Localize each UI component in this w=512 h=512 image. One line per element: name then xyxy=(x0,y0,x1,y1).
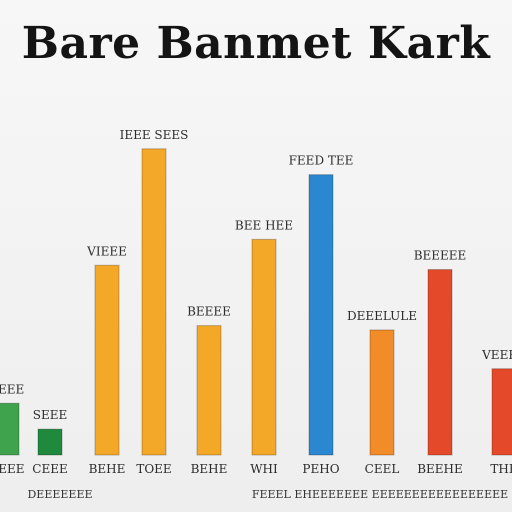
x-axis-label: DEEEEEEE xyxy=(27,488,92,501)
chart-title: Bare Banmet Kark xyxy=(21,18,491,69)
bar-4 xyxy=(196,325,222,456)
bar-9 xyxy=(491,368,512,456)
bar-6 xyxy=(308,174,334,456)
x-tick-label-1: CEEE xyxy=(32,462,67,476)
data-label-5: BEE HEE xyxy=(235,218,293,232)
x-tick-label-3: TOEE xyxy=(136,462,171,476)
data-label-8: BEEEEE xyxy=(414,249,467,263)
bar-0 xyxy=(0,402,20,456)
x-tick-label-4: BEHE xyxy=(191,462,228,476)
bar-3 xyxy=(141,148,167,456)
data-label-7: DEEELULE xyxy=(347,309,417,323)
data-label-3: IEEE SEES xyxy=(120,128,189,142)
data-label-1: SEEE xyxy=(33,408,68,422)
x-tick-label-9: THE xyxy=(490,462,512,476)
bar-7 xyxy=(369,329,395,456)
chart-caption: FEEEL EHEEEEEEE EEEEEEEEEEEEEEEEE xyxy=(252,488,508,501)
x-tick-label-2: BEHE xyxy=(89,462,126,476)
x-tick-label-8: BEEHE xyxy=(417,462,463,476)
data-label-0: SEEE xyxy=(0,382,24,396)
data-label-2: VIEEE xyxy=(86,244,127,258)
x-tick-label-7: CEEL xyxy=(365,462,400,476)
bar-8 xyxy=(427,269,453,456)
x-tick-label-5: WHI xyxy=(250,462,278,476)
bar-2 xyxy=(94,264,120,456)
x-tick-label-0: BEEE xyxy=(0,462,25,476)
data-label-9: VEEEE xyxy=(481,348,512,362)
bar-5 xyxy=(251,238,277,456)
data-label-4: BEEEE xyxy=(187,305,231,319)
data-label-6: FEED TEE xyxy=(289,154,354,168)
x-tick-label-6: PEHO xyxy=(302,462,339,476)
bar-1 xyxy=(37,428,63,456)
